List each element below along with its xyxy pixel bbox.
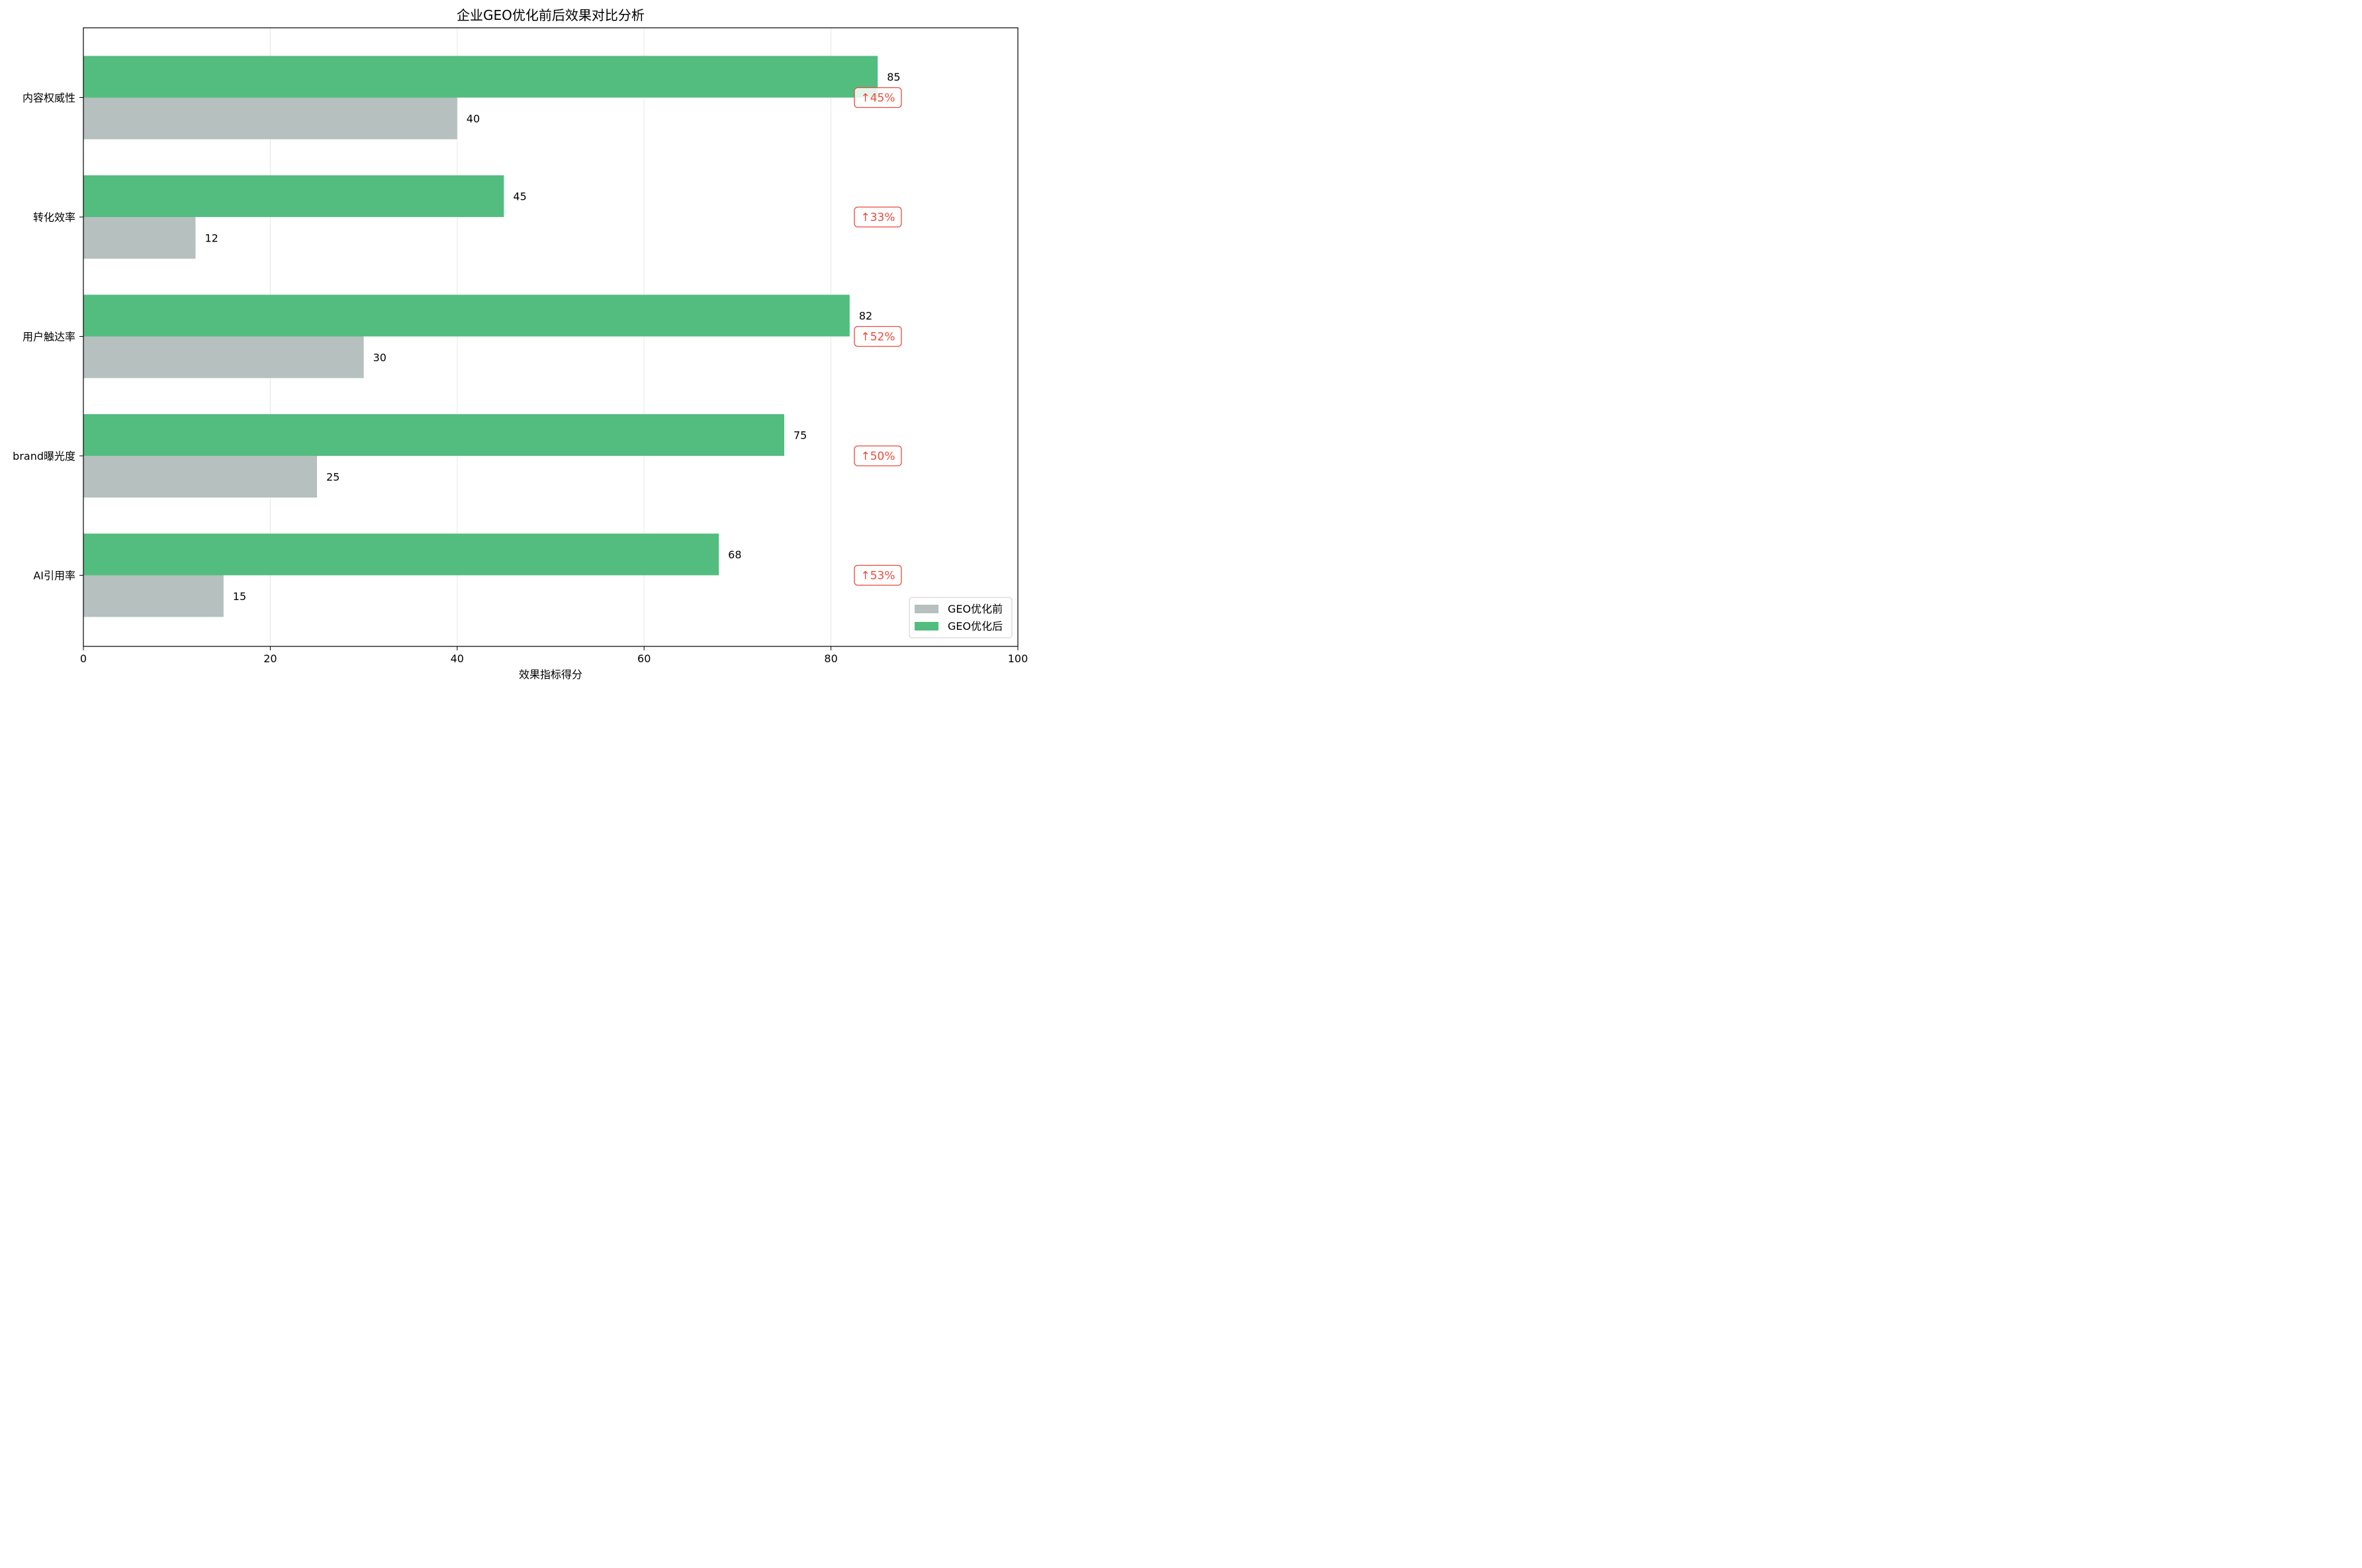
y-tick-label: 用户触达率 (23, 331, 75, 343)
improvement-badge-box (854, 206, 902, 228)
value-label-after: 45 (513, 191, 526, 203)
y-tick-label: AI引用率 (33, 570, 75, 582)
value-label-before: 25 (326, 471, 340, 484)
value-label-after: 68 (728, 548, 741, 561)
plot-frame (83, 27, 1019, 647)
x-tick-label: 100 (1008, 652, 1028, 665)
legend-swatch (915, 622, 938, 631)
improvement-label: ↑33% (860, 211, 895, 224)
improvement-badge: ↑50% (854, 445, 902, 466)
value-label-after: 85 (887, 71, 900, 83)
improvement-badge-box (854, 87, 902, 109)
bar-before (83, 97, 457, 140)
improvement-badge: ↑45% (854, 87, 902, 109)
x-tick-label: 0 (80, 652, 87, 665)
chart-title: 企业GEO优化前后效果对比分析 (457, 7, 645, 23)
improvement-label: ↑50% (860, 450, 895, 463)
value-label-before: 15 (233, 590, 246, 603)
y-tick-label: 转化效率 (33, 211, 75, 224)
improvement-badge: ↑33% (854, 206, 902, 228)
improvement-badge-box (854, 445, 902, 466)
value-label-before: 12 (204, 232, 218, 245)
legend-label: GEO优化前 (948, 603, 1003, 615)
improvement-badge: ↑53% (854, 564, 902, 586)
bar-after (83, 414, 784, 456)
y-tick-label: brand曝光度 (13, 450, 75, 462)
value-label-after: 82 (859, 310, 872, 322)
value-label-before: 40 (467, 112, 480, 125)
y-tick-label: 内容权威性 (23, 92, 75, 105)
value-label-after: 75 (794, 429, 807, 442)
improvement-label: ↑52% (860, 331, 895, 344)
x-tick-label: 40 (451, 652, 464, 665)
bar-after (83, 294, 850, 337)
improvement-badge-box (854, 564, 902, 586)
value-labels: 85 40 45 12 82 30 75 25 68 15 (204, 71, 900, 603)
improvement-badge: ↑52% (854, 326, 902, 347)
improvement-label: ↑45% (860, 92, 895, 105)
x-axis: 0 20 40 60 80 100 (80, 646, 1028, 665)
value-label-before: 30 (373, 351, 386, 364)
bar-before (83, 575, 224, 617)
bars (83, 56, 878, 617)
legend-label: GEO优化后 (948, 620, 1003, 632)
improvement-badge-box (854, 326, 902, 347)
improvement-label: ↑53% (860, 570, 895, 583)
chart: 企业GEO优化前后效果对比分析 85 40 45 12 82 30 75 25 68 15 ↑45… (13, 7, 1028, 681)
x-tick-label: 20 (263, 652, 277, 665)
x-tick-label: 80 (824, 652, 837, 665)
bar-after (83, 56, 878, 98)
bar-before (83, 456, 317, 498)
improvement-badges: ↑45% ↑33% ↑52% ↑50% ↑53% (854, 87, 902, 586)
bar-before (83, 336, 364, 378)
x-axis-label: 效果指标得分 (519, 668, 582, 681)
legend-swatch (915, 605, 938, 613)
bar-after (83, 533, 719, 576)
bar-before (83, 217, 196, 259)
legend: GEO优化前 GEO优化后 (909, 597, 1013, 638)
bar-after (83, 175, 504, 217)
x-tick-label: 60 (637, 652, 651, 665)
